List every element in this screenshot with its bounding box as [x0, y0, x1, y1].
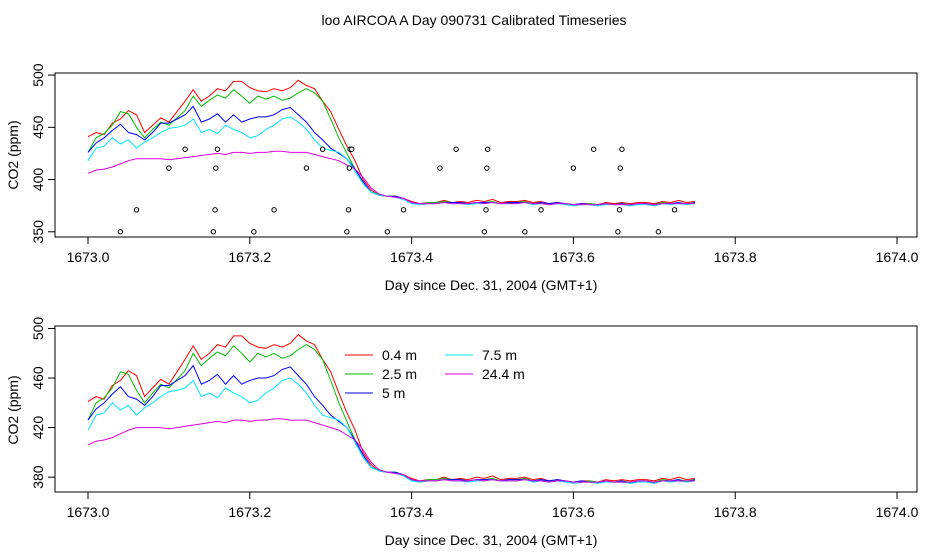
scatter-point — [117, 229, 124, 235]
scatter-point — [166, 165, 172, 171]
legend-entry-label: 24.4 m — [482, 366, 525, 382]
scatter-point — [655, 229, 662, 235]
series-line-24-4-mm — [87, 150, 695, 206]
scatter-point — [619, 146, 625, 152]
scatter-point — [212, 207, 218, 213]
x-tick-label: 1673.8 — [714, 249, 757, 265]
x-tick-label: 1673.6 — [552, 249, 595, 265]
y-axis-label: CO2 (ppm) — [5, 375, 21, 444]
top-panel: Day since Dec. 31, 2004 (GMT+1) CO2 (ppm… — [5, 63, 919, 293]
x-tick-label: 1673.2 — [228, 504, 271, 520]
scatter-point — [346, 165, 353, 171]
y-axis-label: CO2 (ppm) — [5, 120, 21, 189]
x-tick-label: 1673.4 — [390, 504, 433, 520]
bottom-panel: Day since Dec. 31, 2004 (GMT+1) CO2 (ppm… — [5, 317, 919, 548]
x-tick-label: 1673.6 — [552, 504, 595, 520]
scatter-point — [484, 146, 491, 152]
x-ticks: 1673.0 1673.2 1673.4 1673.6 1673.8 1674.0 — [67, 237, 919, 265]
scatter-point — [319, 146, 326, 152]
y-tick-label: 500 — [30, 317, 46, 341]
legend-entry-label: 2.5 m — [382, 366, 417, 382]
x-tick-label: 1673.0 — [67, 249, 110, 265]
x-tick-label: 1673.0 — [67, 504, 110, 520]
scatter-point — [483, 207, 489, 213]
x-ticks: 1673.0 1673.2 1673.4 1673.6 1673.8 1674.0 — [67, 492, 919, 520]
x-tick-label: 1674.0 — [876, 504, 919, 520]
plot-area-frame — [54, 325, 918, 493]
scatter-point — [437, 165, 443, 171]
x-tick-label: 1673.4 — [390, 249, 433, 265]
scatter-point — [210, 229, 217, 235]
scatter-point — [349, 146, 355, 152]
series-layer — [87, 334, 695, 484]
scatter-point — [617, 165, 624, 171]
scatter-point — [213, 165, 219, 171]
scatter-point — [251, 229, 257, 235]
y-tick-label: 380 — [30, 465, 46, 489]
series-line-5-mm — [87, 105, 695, 207]
scatter-point — [453, 146, 459, 152]
plot-area-frame — [54, 72, 918, 238]
legend: 0.4 m 2.5 m 5 m 7.5 m 24.4 m — [345, 347, 525, 401]
scatter-point — [484, 165, 490, 171]
scatter-point — [344, 229, 350, 235]
x-axis-label: Day since Dec. 31, 2004 (GMT+1) — [385, 532, 598, 548]
y-tick-label: 500 — [30, 63, 46, 87]
scatter-point — [590, 146, 597, 152]
x-tick-label: 1673.8 — [714, 504, 757, 520]
scatter-point — [481, 229, 488, 235]
y-tick-label: 400 — [30, 168, 46, 192]
scatter-point — [133, 207, 140, 213]
series-line-5-mm — [87, 364, 695, 484]
series-line-2-5-mm — [87, 88, 695, 207]
y-ticks: 380 420 460 500 — [30, 317, 55, 489]
scatter-point — [522, 229, 528, 235]
scatter-point — [345, 207, 352, 213]
y-tick-label: 460 — [30, 366, 46, 390]
y-ticks: 350 400 450 500 — [30, 63, 55, 243]
scatter-point — [570, 165, 577, 171]
scatter-point — [615, 229, 621, 235]
y-tick-label: 450 — [30, 115, 46, 139]
series-layer — [87, 79, 695, 235]
scatter-point — [271, 207, 277, 213]
x-axis-label: Day since Dec. 31, 2004 (GMT+1) — [385, 277, 598, 293]
x-tick-label: 1674.0 — [876, 249, 919, 265]
scatter-point — [616, 207, 623, 213]
scatter-point — [214, 146, 221, 152]
y-tick-label: 350 — [30, 220, 46, 244]
series-line-0-4-mm — [87, 79, 695, 206]
scatter-point — [538, 207, 544, 213]
legend-entry-label: 0.4 m — [382, 347, 417, 363]
scatter-point — [400, 207, 407, 213]
scatter-point — [384, 229, 391, 235]
series-line-7-5-mm — [87, 116, 695, 207]
y-tick-label: 420 — [30, 416, 46, 440]
figure-title: loo AIRCOA A Day 090731 Calibrated Times… — [321, 12, 626, 28]
scatter-point — [671, 207, 678, 213]
scatter-point — [303, 165, 310, 171]
legend-entry-label: 7.5 m — [482, 347, 517, 363]
scatter-point — [182, 146, 188, 152]
legend-entry-label: 5 m — [382, 385, 405, 401]
x-tick-label: 1673.2 — [228, 249, 271, 265]
series-line-24-4-mm — [87, 418, 695, 483]
